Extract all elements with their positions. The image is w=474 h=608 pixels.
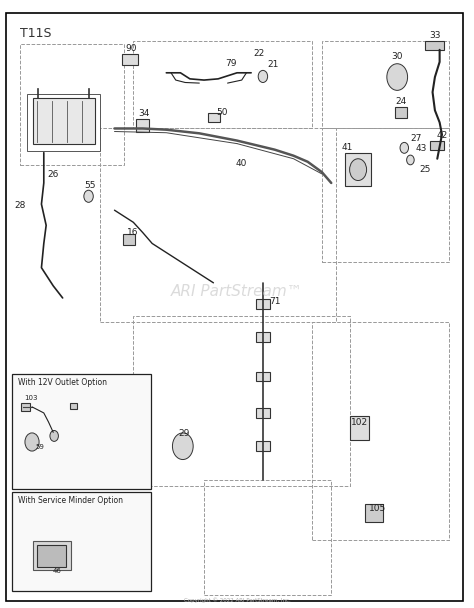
Text: Copyright © 2022 ARI PartStream, Inc.: Copyright © 2022 ARI PartStream, Inc. xyxy=(183,597,291,603)
Circle shape xyxy=(50,430,58,441)
Circle shape xyxy=(173,433,193,460)
Bar xyxy=(121,54,138,65)
Text: 28: 28 xyxy=(15,201,26,210)
Text: 27: 27 xyxy=(410,134,422,143)
Circle shape xyxy=(387,64,408,91)
Bar xyxy=(133,316,350,486)
Bar xyxy=(34,98,95,143)
Circle shape xyxy=(350,159,366,181)
Text: 90: 90 xyxy=(125,44,137,53)
Text: ARI PartStream™: ARI PartStream™ xyxy=(171,285,303,299)
Bar xyxy=(70,403,77,409)
Text: 71: 71 xyxy=(269,297,281,306)
Text: 24: 24 xyxy=(395,97,407,106)
Bar xyxy=(365,503,383,522)
Text: T11S: T11S xyxy=(20,27,52,40)
Bar xyxy=(256,299,270,309)
Bar xyxy=(430,140,444,150)
Text: 16: 16 xyxy=(127,228,138,237)
Bar xyxy=(346,153,371,186)
Bar xyxy=(256,408,270,418)
Bar xyxy=(395,106,407,117)
Bar xyxy=(12,492,151,592)
Text: 79: 79 xyxy=(225,58,237,67)
Text: 30: 30 xyxy=(392,52,403,61)
Bar xyxy=(133,41,312,128)
Bar xyxy=(20,44,124,165)
Text: 43: 43 xyxy=(415,145,427,153)
Bar xyxy=(322,41,449,128)
Bar xyxy=(123,234,135,244)
Bar xyxy=(34,541,71,570)
Circle shape xyxy=(407,155,414,165)
Bar xyxy=(204,480,331,595)
Text: With 12V Outlet Option: With 12V Outlet Option xyxy=(18,378,107,387)
Text: 46: 46 xyxy=(52,568,61,575)
Bar xyxy=(426,41,444,50)
Bar xyxy=(136,119,149,131)
Text: 59: 59 xyxy=(36,444,44,451)
Circle shape xyxy=(25,433,39,451)
Circle shape xyxy=(258,71,268,83)
Circle shape xyxy=(84,190,93,202)
Text: 33: 33 xyxy=(429,30,441,40)
Text: 26: 26 xyxy=(47,170,59,179)
Bar xyxy=(256,371,270,381)
Text: 55: 55 xyxy=(84,181,96,190)
Bar xyxy=(312,322,449,540)
Bar xyxy=(322,128,449,261)
Text: 102: 102 xyxy=(351,418,368,427)
Bar xyxy=(350,416,369,440)
Bar xyxy=(27,94,100,151)
Text: 103: 103 xyxy=(24,395,37,401)
Text: 42: 42 xyxy=(437,131,447,140)
Bar xyxy=(256,333,270,342)
Bar xyxy=(36,545,66,567)
Text: 50: 50 xyxy=(216,108,228,117)
Text: 105: 105 xyxy=(369,504,386,513)
Bar xyxy=(100,128,336,322)
Circle shape xyxy=(400,142,409,153)
Bar xyxy=(12,373,151,489)
Bar xyxy=(21,403,30,410)
Text: 22: 22 xyxy=(254,49,265,58)
Bar xyxy=(256,441,270,451)
Text: 41: 41 xyxy=(342,143,354,151)
Text: 25: 25 xyxy=(420,165,431,174)
Text: With Service Minder Option: With Service Minder Option xyxy=(18,496,123,505)
Bar xyxy=(208,113,219,122)
Text: 21: 21 xyxy=(268,60,279,69)
Text: 29: 29 xyxy=(179,429,190,438)
Text: 40: 40 xyxy=(236,159,247,168)
Text: 34: 34 xyxy=(138,109,149,119)
